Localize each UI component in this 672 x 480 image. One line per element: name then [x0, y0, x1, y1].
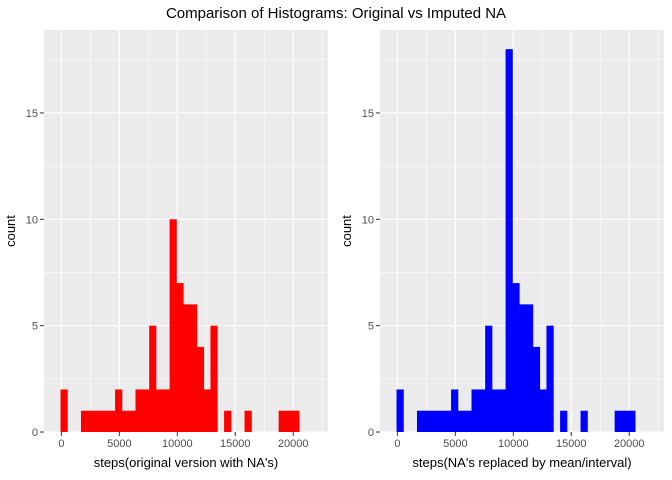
panel-2-histogram-bar-19	[519, 304, 527, 432]
panel-2-y-tick-label: 0	[368, 427, 374, 439]
panel-1-histogram-bar-6	[94, 410, 102, 432]
panel-1-histogram-bar-19	[183, 304, 191, 432]
panel-1-y-tick-label: 15	[26, 108, 38, 120]
panel-1-histogram-bar-34	[285, 410, 293, 432]
panel-1-histogram-bar-17	[169, 219, 177, 432]
panel-1-histogram-bar-35	[292, 410, 300, 432]
panel-2-histogram-bar-8	[444, 410, 452, 432]
panel-1-histogram-bar-23	[210, 325, 218, 432]
panel-2-y-tick-label: 15	[362, 108, 374, 120]
panel-2-histogram-bar-11	[464, 410, 472, 432]
panel-1-x-tick-label: 0	[58, 438, 64, 450]
panel-2-histogram-bar-14	[485, 325, 493, 432]
panel-1-x-axis-title: steps(original version with NA's)	[94, 455, 279, 470]
panel-1-y-tick-label: 0	[32, 427, 38, 439]
panel-1-x-tick-label: 5000	[107, 438, 131, 450]
panel-1-histogram-bar-22	[203, 389, 211, 432]
panel-2-histogram-bar-13	[478, 389, 486, 432]
panel-1-x-tick-label: 10000	[162, 438, 193, 450]
panel-2-histogram-bar-33	[614, 410, 622, 432]
panel-1-y-tick-label: 5	[32, 321, 38, 333]
panel-2-histogram-bar-17	[505, 49, 513, 433]
panel-2-y-tick-label: 5	[368, 321, 374, 333]
panel-1-histogram-bar-16	[162, 389, 170, 432]
panel-2-histogram-bar-34	[621, 410, 629, 432]
panel-1-histogram-bar-5	[87, 410, 96, 432]
panel-2-histogram-bar-20	[526, 304, 534, 432]
panel-2-histogram-bar-28	[580, 410, 588, 432]
panel-2-x-tick-label: 15000	[556, 438, 587, 450]
panel-2-histogram-bar-9	[451, 389, 459, 432]
panel-2-histogram-bar-12	[471, 389, 479, 432]
panel-1-histogram-bar-9	[115, 389, 123, 432]
panel-1-histogram-bar-4	[80, 410, 89, 432]
figure-title: Comparison of Histograms: Original vs Im…	[166, 5, 506, 22]
panel-1-x-tick-label: 20000	[278, 438, 309, 450]
panel-2-y-axis-title: count	[339, 215, 354, 247]
panel-1-histogram-bar-8	[108, 410, 116, 432]
panel-2-histogram-bar-4	[416, 410, 425, 432]
panel-2-x-tick-label: 10000	[498, 438, 529, 450]
panel-2-x-axis-title: steps(NA's replaced by mean/interval)	[412, 455, 631, 470]
panel-2-histogram-bar-5	[423, 410, 432, 432]
panel-2-x-tick-label: 0	[394, 438, 400, 450]
panel-2-histogram-bar-6	[430, 410, 438, 432]
panel-1-histogram-bar-21	[196, 346, 205, 432]
panel-1-histogram-bar-1	[60, 389, 68, 432]
panel-2-x-tick-label: 5000	[443, 438, 467, 450]
panel-2-histogram-bar-23	[546, 325, 554, 432]
panel-1-histogram-bar-18	[176, 283, 184, 432]
panel-1-histogram-bar-33	[278, 410, 286, 432]
panel-1-histogram-bar-11	[128, 410, 136, 432]
panel-2-histogram-bar-25	[560, 410, 568, 432]
panel-1-y-axis-title: count	[3, 215, 18, 247]
panel-2-x-tick-label: 20000	[614, 438, 645, 450]
panel-1-histogram-bar-25	[224, 410, 232, 432]
panel-2-histogram-bar-1	[396, 389, 404, 432]
panel-1-y-tick-label: 10	[26, 214, 38, 226]
panel-2-histogram-bar-21	[532, 346, 541, 432]
panel-2-histogram-bar-22	[539, 389, 547, 432]
panel-2-histogram-bar-35	[628, 410, 636, 432]
panel-1-histogram-bar-14	[149, 325, 157, 432]
panel-1-histogram-bar-7	[101, 410, 109, 432]
panel-2-histogram-bar-7	[437, 410, 445, 432]
panel-2-histogram-bar-10	[457, 410, 466, 432]
panel-2-histogram-bar-16	[498, 389, 506, 432]
panel-1-histogram-bar-12	[135, 389, 143, 432]
panel-2-histogram-bar-15	[491, 389, 500, 432]
panel-1-x-tick-label: 15000	[220, 438, 251, 450]
panel-1-histogram-bar-13	[142, 389, 150, 432]
panel-1-histogram-bar-15	[155, 389, 164, 432]
panel-2-histogram-bar-18	[512, 283, 520, 432]
panel-1-histogram-bar-10	[121, 410, 130, 432]
panel-1-histogram-bar-28	[244, 410, 252, 432]
panel-1-histogram-bar-20	[190, 304, 198, 432]
panel-2-y-tick-label: 10	[362, 214, 374, 226]
